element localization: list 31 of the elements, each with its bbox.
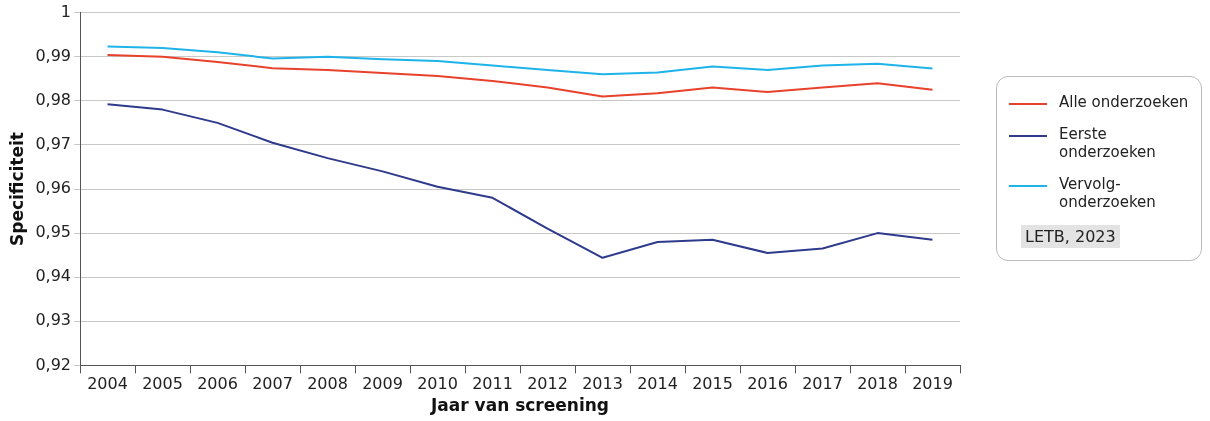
y-tick-label: 0,95 <box>35 222 72 242</box>
x-axis-title: Jaar van screening <box>430 395 610 416</box>
y-tick-label: 0,93 <box>35 310 72 330</box>
x-tick-label: 2016 <box>747 374 788 394</box>
x-tick-label: 2007 <box>252 374 293 394</box>
y-tick-label: 0,99 <box>35 45 72 65</box>
x-tick-label: 2019 <box>912 374 953 394</box>
x-tick-label: 2009 <box>362 374 403 394</box>
x-tick-label: 2004 <box>87 374 128 394</box>
text: LETB, 2023 <box>1021 225 1120 248</box>
x-tick-label: 2005 <box>142 374 183 394</box>
x-tick-label: 2006 <box>197 374 238 394</box>
x-tick-label: 2012 <box>527 374 568 394</box>
x-tick-label: 2015 <box>692 374 733 394</box>
y-tick-label: 0,98 <box>35 89 72 109</box>
y-tick-label: 0,92 <box>35 354 72 374</box>
x-tick-label: 2011 <box>472 374 513 394</box>
y-axis-title: Specificiteit <box>6 132 27 246</box>
legend-label: Alle onderzoeken <box>1059 93 1190 111</box>
legend-label: Vervolg-onderzoeken <box>1059 175 1157 211</box>
x-tick-label: 2013 <box>582 374 623 394</box>
legend-label: Eerste onderzoeken <box>1059 125 1157 161</box>
x-tick-label: 2014 <box>637 374 678 394</box>
x-tick-label: 2017 <box>802 374 843 394</box>
y-tick-label: 0,97 <box>35 134 72 154</box>
y-tick-label: 0,96 <box>35 178 72 198</box>
x-tick-label: 2010 <box>417 374 458 394</box>
x-tick-label: 2008 <box>307 374 348 394</box>
y-tick-label: 1 <box>60 1 72 21</box>
x-tick-label: 2018 <box>857 374 898 394</box>
y-tick-label: 0,94 <box>35 266 72 286</box>
